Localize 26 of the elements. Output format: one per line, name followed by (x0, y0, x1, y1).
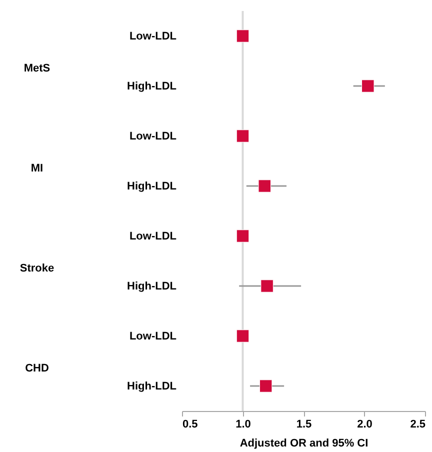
point (236, 230, 250, 242)
point (236, 330, 250, 342)
point (259, 380, 272, 392)
y-tick-label: High-LDL (127, 280, 177, 292)
text: MetS (24, 62, 50, 74)
y-tick-label: High-LDL (127, 80, 177, 92)
point (260, 280, 274, 292)
text: Stroke (20, 262, 54, 274)
x-tick-label: 2.5 (410, 418, 426, 430)
y-tick-label: High-LDL (127, 180, 177, 192)
y-tick-label: High-LDL (127, 380, 177, 392)
point (236, 130, 250, 142)
point (236, 30, 250, 42)
text: MI (30, 162, 44, 174)
text: CHD (25, 362, 49, 374)
y-tick-label: Low-LDL (129, 30, 177, 42)
point (258, 180, 271, 192)
x-tick-label: 0.5 (182, 418, 198, 430)
y-tick-label: Low-LDL (129, 130, 177, 142)
x-axis-title: Adjusted OR and 95% CI (240, 438, 368, 450)
x-tick-label: 2.0 (357, 418, 372, 430)
x-tick-label: 1.5 (296, 418, 312, 430)
point (362, 80, 374, 92)
x-tick-label: 1.0 (236, 418, 251, 430)
y-tick-label: Low-LDL (129, 230, 177, 242)
y-tick-label: Low-LDL (129, 330, 177, 342)
